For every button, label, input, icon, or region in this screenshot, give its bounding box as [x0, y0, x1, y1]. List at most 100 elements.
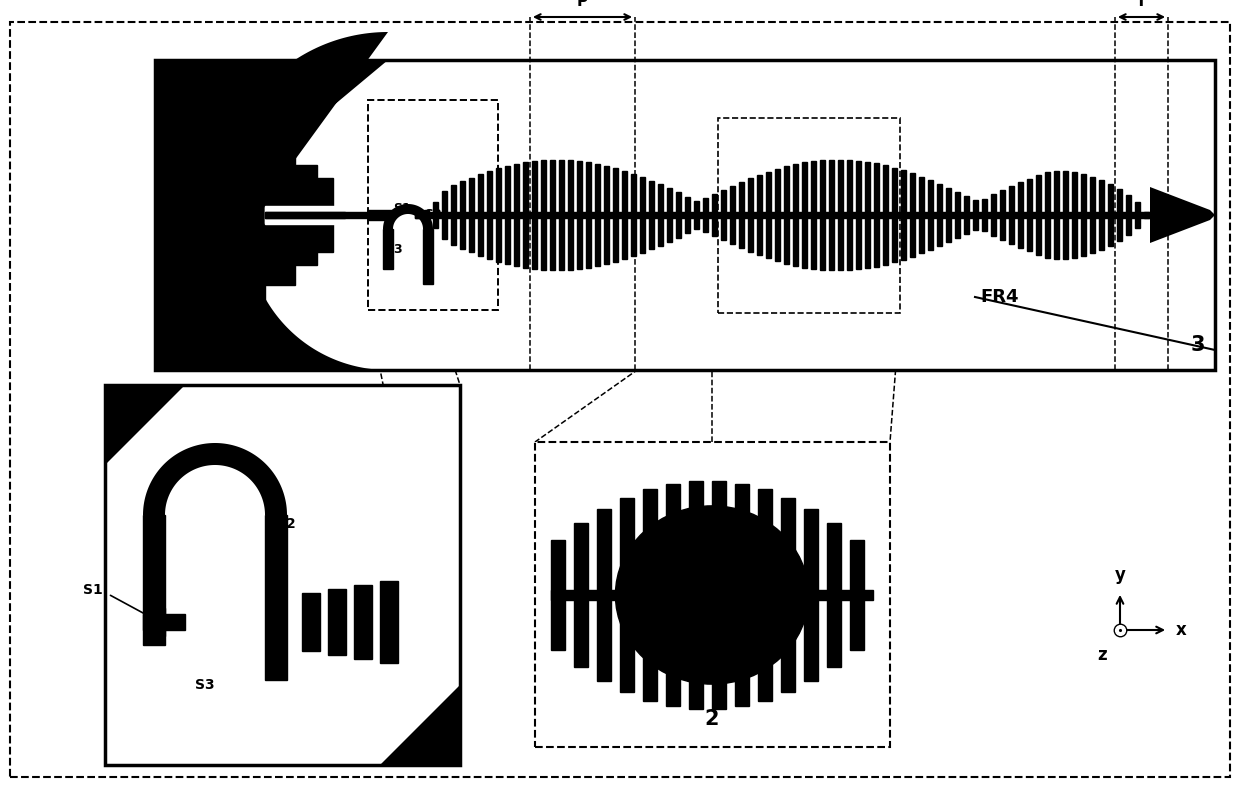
Text: y: y	[1115, 566, 1126, 584]
Bar	[423, 229, 433, 284]
Bar	[892, 168, 897, 262]
Bar	[730, 186, 735, 244]
Bar	[433, 202, 438, 228]
Bar	[523, 162, 528, 268]
Bar	[415, 212, 420, 218]
Bar	[658, 184, 663, 246]
Bar	[666, 484, 680, 706]
Bar	[577, 161, 582, 269]
Text: x: x	[1176, 621, 1187, 639]
Bar	[469, 178, 474, 252]
Bar	[712, 481, 725, 709]
Bar	[631, 174, 636, 256]
Bar	[856, 161, 861, 269]
Bar	[368, 100, 498, 310]
Bar	[1009, 186, 1014, 244]
Bar	[901, 170, 906, 260]
Bar	[804, 509, 818, 681]
Bar	[703, 198, 708, 232]
Bar	[613, 168, 618, 262]
Bar	[105, 385, 460, 765]
Bar	[143, 515, 165, 645]
Bar	[1135, 202, 1140, 228]
Text: 2: 2	[704, 709, 719, 729]
Bar	[1109, 184, 1114, 246]
Bar	[265, 145, 295, 285]
Bar	[928, 180, 932, 250]
Bar	[587, 162, 591, 268]
Text: 3: 3	[1190, 335, 1205, 355]
Bar	[775, 169, 780, 261]
Bar	[487, 171, 492, 259]
Bar	[155, 60, 1215, 370]
Bar	[379, 581, 398, 663]
Bar	[515, 164, 520, 266]
Bar	[794, 164, 799, 266]
Bar	[649, 181, 653, 249]
Bar	[847, 160, 852, 270]
Bar	[937, 184, 942, 246]
Bar	[1145, 212, 1149, 218]
Bar	[596, 509, 611, 681]
Bar	[265, 212, 345, 218]
Bar	[451, 185, 456, 245]
Bar	[684, 197, 689, 233]
Bar	[622, 171, 627, 259]
Text: S3: S3	[384, 243, 403, 256]
Text: P: P	[577, 0, 588, 9]
Bar	[295, 165, 317, 265]
Bar	[735, 484, 749, 706]
Bar	[460, 181, 465, 249]
Bar	[802, 162, 807, 268]
Polygon shape	[383, 204, 433, 229]
Bar	[505, 166, 510, 264]
Bar	[748, 178, 753, 252]
Bar	[991, 194, 996, 236]
Bar	[1054, 171, 1059, 259]
Bar	[559, 160, 564, 270]
Bar	[477, 174, 484, 256]
Bar	[265, 206, 345, 224]
Bar	[148, 608, 151, 636]
Bar	[644, 489, 657, 701]
Bar	[1090, 177, 1095, 253]
Bar	[866, 162, 870, 268]
Bar	[574, 523, 588, 667]
Bar	[317, 178, 334, 252]
Polygon shape	[143, 443, 286, 515]
Text: z: z	[1097, 646, 1107, 664]
Bar	[415, 212, 1154, 218]
Polygon shape	[379, 685, 460, 765]
Bar	[830, 160, 835, 270]
Text: S2: S2	[277, 517, 296, 531]
Bar	[849, 540, 864, 650]
Bar	[1081, 174, 1086, 256]
Bar	[1117, 189, 1122, 241]
Bar	[640, 177, 645, 253]
Bar	[758, 489, 773, 701]
Bar	[827, 523, 841, 667]
Text: 1: 1	[435, 730, 450, 750]
Bar	[766, 172, 771, 258]
Bar	[784, 166, 789, 264]
Bar	[441, 191, 446, 239]
Bar	[694, 201, 699, 229]
Bar	[303, 593, 320, 651]
Bar	[424, 210, 429, 220]
Polygon shape	[105, 385, 185, 465]
Bar	[329, 589, 346, 655]
Ellipse shape	[615, 506, 808, 684]
Bar	[756, 175, 763, 255]
Bar	[620, 498, 634, 692]
Bar	[689, 481, 703, 709]
Bar	[1035, 175, 1042, 255]
Bar	[143, 614, 185, 630]
Text: S2: S2	[424, 208, 441, 221]
Text: T: T	[1136, 0, 1146, 9]
Bar	[551, 590, 873, 600]
Polygon shape	[247, 229, 388, 370]
Bar	[551, 160, 556, 270]
Bar	[910, 173, 915, 257]
Bar	[551, 540, 565, 650]
Bar	[739, 182, 744, 248]
